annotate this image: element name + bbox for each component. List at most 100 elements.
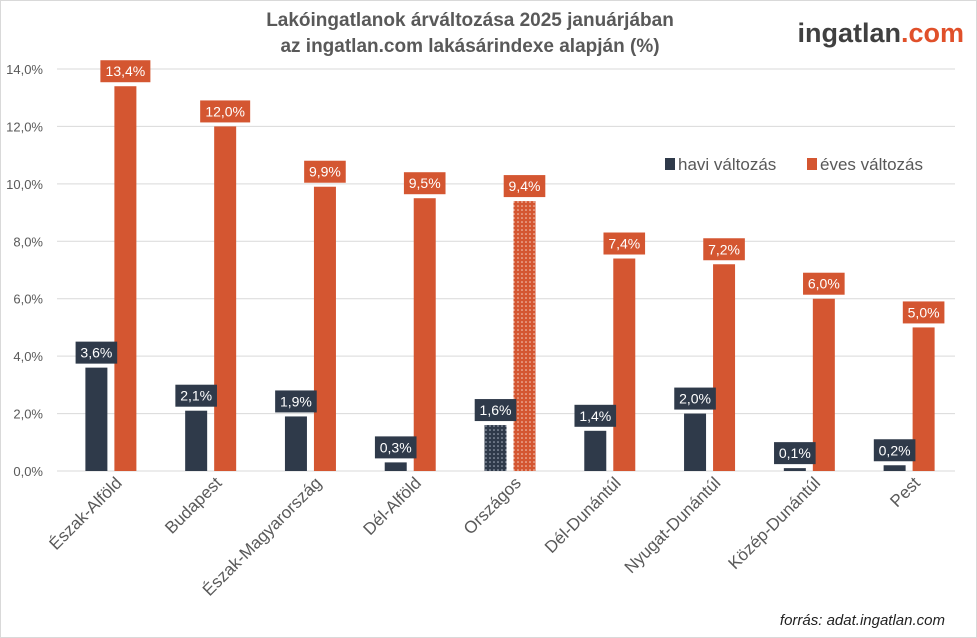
bar-monthly (284, 416, 307, 471)
data-label-monthly: 1,6% (474, 399, 517, 422)
bar-yearly (114, 86, 137, 471)
x-category-label: Dél-Alföld (359, 473, 425, 539)
data-label-yearly-bg (503, 175, 546, 198)
data-label-monthly-bg (674, 387, 716, 410)
data-label-monthly-bg (574, 404, 617, 427)
data-label-monthly-text: 1,6% (480, 402, 512, 418)
data-label-yearly-bg (902, 301, 945, 324)
data-label-yearly-text: 13,4% (106, 63, 146, 79)
bar-yearly (613, 258, 636, 471)
data-label-monthly: 0,3% (374, 436, 417, 459)
x-category-label: Budapest (161, 473, 225, 537)
data-label-yearly: 6,0% (803, 272, 845, 295)
data-label-monthly: 0,2% (873, 439, 916, 462)
x-category-label: Pest (886, 473, 924, 511)
data-label-monthly-text: 3,6% (80, 345, 112, 361)
source-note: forrás: adat.ingatlan.com (779, 612, 945, 629)
chart-title-line1: Lakóingatlanok árváltozása 2025 januárjá… (266, 10, 674, 31)
data-label-monthly-text: 2,1% (180, 388, 212, 404)
data-label-yearly-bg (703, 238, 745, 261)
brand-logo-domain: .com (900, 18, 964, 48)
bar-yearly (812, 298, 835, 471)
data-label-yearly: 5,0% (902, 301, 945, 324)
data-label-yearly: 13,4% (100, 60, 151, 83)
data-label-monthly-bg (75, 341, 118, 364)
bar-monthly (384, 462, 407, 471)
data-label-monthly-bg (175, 384, 217, 407)
bar-monthly (185, 410, 208, 471)
data-label-yearly-text: 12,0% (205, 103, 245, 119)
data-label-monthly: 0,1% (774, 442, 816, 465)
data-label-yearly-text: 6,0% (808, 276, 840, 292)
data-label-yearly-bg (304, 160, 346, 183)
data-label-monthly-bg (474, 399, 517, 422)
bar-monthly (783, 468, 806, 471)
x-category-label: Nyugat-Dunántúl (621, 473, 725, 577)
data-label-yearly-text: 7,4% (608, 236, 640, 252)
legend-yearly-swatch (807, 158, 817, 170)
data-label-yearly-bg (200, 100, 251, 123)
brand-logo-main: ingatlan (797, 18, 901, 48)
data-label-yearly: 9,9% (304, 160, 346, 183)
data-label-yearly-bg (603, 232, 646, 255)
y-tick-label: 14,0% (6, 62, 43, 77)
y-tick-label: 0,0% (13, 464, 43, 479)
chart-title-line2: az ingatlan.com lakásárindexe alapján (%… (280, 36, 660, 57)
data-label-monthly-bg (374, 436, 417, 459)
y-tick-label: 8,0% (13, 234, 43, 249)
y-tick-label: 10,0% (6, 177, 43, 192)
x-category-label: Dél-Dunántúl (541, 473, 625, 557)
bar-monthly (584, 430, 607, 471)
y-tick-label: 4,0% (13, 349, 43, 364)
data-label-monthly: 1,4% (574, 404, 617, 427)
bar-yearly (313, 186, 336, 471)
data-label-monthly-text: 1,4% (579, 408, 611, 424)
data-label-yearly-text: 9,4% (509, 178, 541, 194)
bar-monthly (684, 413, 707, 471)
data-label-yearly-bg (803, 272, 845, 295)
data-label-monthly-text: 0,2% (879, 442, 911, 458)
legend-monthly-label: havi változás (678, 155, 776, 174)
bar-monthly (484, 425, 507, 471)
bar-yearly (413, 198, 436, 471)
data-label-monthly-text: 1,9% (280, 393, 312, 409)
data-label-yearly: 7,4% (603, 232, 646, 255)
data-label-monthly-bg (873, 439, 916, 462)
bar-yearly (513, 201, 536, 472)
data-label-monthly-bg (774, 442, 816, 465)
bar-yearly (912, 327, 935, 471)
data-label-monthly: 1,9% (275, 390, 317, 413)
x-category-label: Észak-Alföld (45, 473, 125, 553)
brand-logo: ingatlan.com (797, 18, 964, 49)
data-label-monthly-text: 0,3% (380, 439, 412, 455)
data-label-yearly-text: 9,9% (309, 164, 341, 180)
data-label-monthly: 2,1% (175, 384, 217, 407)
data-label-monthly: 3,6% (75, 341, 118, 364)
x-category-label: Országos (460, 473, 525, 538)
data-label-monthly-text: 0,1% (779, 445, 811, 461)
legend-yearly-label: éves változás (820, 155, 923, 174)
data-label-monthly-bg (275, 390, 317, 413)
y-tick-label: 2,0% (13, 407, 43, 422)
legend-yearly: éves változás (807, 155, 923, 174)
y-tick-label: 6,0% (13, 292, 43, 307)
data-label-yearly-text: 5,0% (908, 304, 940, 320)
data-label-yearly: 9,5% (403, 172, 446, 195)
bar-monthly (883, 465, 906, 471)
data-label-yearly: 9,4% (503, 175, 546, 198)
chart-title: Lakóingatlanok árváltozása 2025 januárjá… (150, 8, 790, 60)
bar-yearly (214, 126, 237, 471)
legend-monthly-swatch (665, 158, 675, 170)
x-category-label: Közép-Dunántúl (725, 473, 825, 573)
data-label-yearly: 7,2% (703, 238, 745, 261)
data-label-monthly: 2,0% (674, 387, 716, 410)
y-tick-label: 12,0% (6, 119, 43, 134)
legend-monthly: havi változás (665, 155, 776, 174)
data-label-yearly-bg (403, 172, 446, 195)
bar-yearly (713, 264, 736, 471)
bar-monthly (85, 367, 108, 471)
data-label-yearly-text: 9,5% (409, 175, 441, 191)
data-label-yearly-text: 7,2% (708, 241, 740, 257)
data-label-yearly: 12,0% (200, 100, 251, 123)
